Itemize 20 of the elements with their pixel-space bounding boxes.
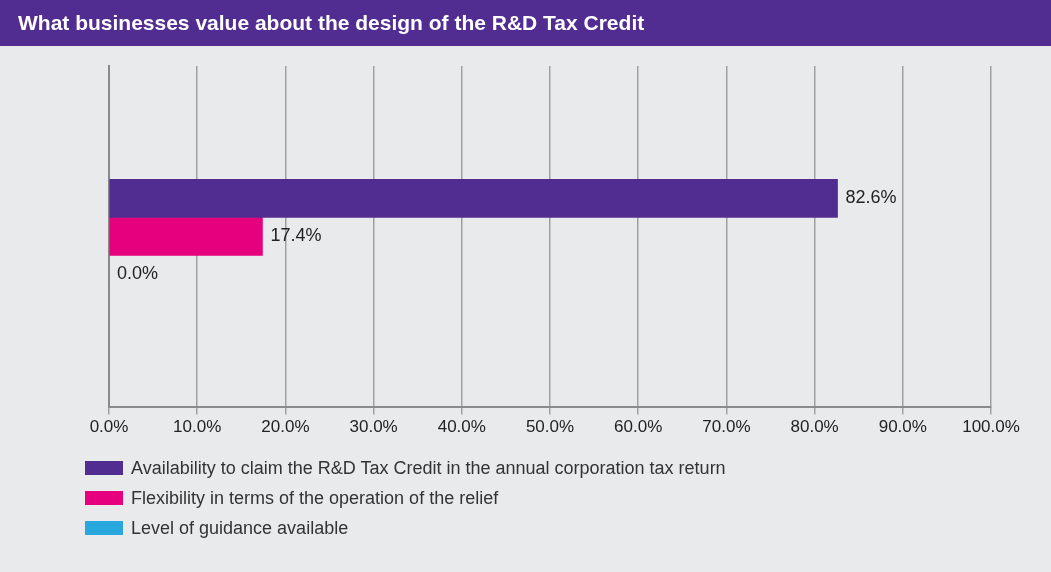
x-tick-label: 40.0% bbox=[437, 417, 486, 437]
data-label: 82.6% bbox=[845, 187, 897, 208]
x-tick-label: 60.0% bbox=[614, 417, 663, 437]
bar bbox=[109, 178, 838, 218]
data-label: 0.0% bbox=[117, 263, 159, 284]
data-label: 17.4% bbox=[270, 225, 322, 246]
bar bbox=[109, 216, 263, 256]
x-tick-label: 100.0% bbox=[962, 417, 1020, 437]
x-tick-label: 30.0% bbox=[349, 417, 398, 437]
x-tick-label: 90.0% bbox=[878, 417, 927, 437]
x-tick-label: 80.0% bbox=[790, 417, 839, 437]
legend-label: Level of guidance available bbox=[131, 517, 349, 539]
x-tick-label: 10.0% bbox=[173, 417, 222, 437]
x-tick-label: 70.0% bbox=[702, 417, 751, 437]
chart-title: What businesses value about the design of the R&D Tax Credit bbox=[0, 0, 1051, 46]
x-tick-label: 20.0% bbox=[261, 417, 310, 437]
legend-label: Flexibility in terms of the operation of the relief bbox=[131, 487, 499, 509]
x-tick-label: 50.0% bbox=[525, 417, 575, 437]
legend-label: Availability to claim the R&D Tax Credit in the annual corporation tax return bbox=[131, 457, 726, 479]
x-tick-label: 0.0% bbox=[89, 417, 129, 437]
